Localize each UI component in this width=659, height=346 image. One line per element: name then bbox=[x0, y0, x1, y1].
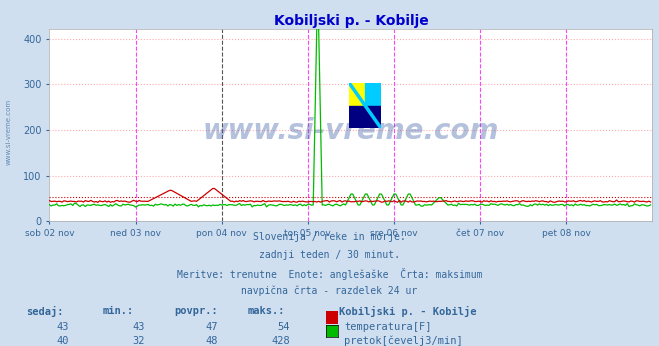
Text: navpična črta - razdelek 24 ur: navpična črta - razdelek 24 ur bbox=[241, 286, 418, 296]
Text: Slovenija / reke in morje.: Slovenija / reke in morje. bbox=[253, 232, 406, 242]
Text: 54: 54 bbox=[277, 322, 290, 332]
Text: povpr.:: povpr.: bbox=[175, 306, 218, 316]
Text: 43: 43 bbox=[57, 322, 69, 332]
Text: temperatura[F]: temperatura[F] bbox=[344, 322, 432, 332]
Text: maks.:: maks.: bbox=[247, 306, 285, 316]
Text: 32: 32 bbox=[132, 336, 145, 346]
Text: Kobiljski p. - Kobilje: Kobiljski p. - Kobilje bbox=[339, 306, 477, 317]
Text: pretok[čevelj3/min]: pretok[čevelj3/min] bbox=[344, 336, 463, 346]
Text: min.:: min.: bbox=[102, 306, 133, 316]
Polygon shape bbox=[349, 106, 381, 128]
Polygon shape bbox=[349, 83, 365, 106]
Text: 428: 428 bbox=[272, 336, 290, 346]
Text: 43: 43 bbox=[132, 322, 145, 332]
Text: www.si-vreme.com: www.si-vreme.com bbox=[203, 117, 499, 145]
Text: zadnji teden / 30 minut.: zadnji teden / 30 minut. bbox=[259, 250, 400, 260]
Polygon shape bbox=[365, 83, 381, 106]
Title: Kobiljski p. - Kobilje: Kobiljski p. - Kobilje bbox=[273, 14, 428, 28]
Text: Meritve: trenutne  Enote: anglešaške  Črta: maksimum: Meritve: trenutne Enote: anglešaške Črta… bbox=[177, 268, 482, 280]
Text: 40: 40 bbox=[57, 336, 69, 346]
Text: sedaj:: sedaj: bbox=[26, 306, 64, 317]
Text: www.si-vreme.com: www.si-vreme.com bbox=[5, 98, 12, 165]
Text: 48: 48 bbox=[205, 336, 217, 346]
Text: 47: 47 bbox=[205, 322, 217, 332]
